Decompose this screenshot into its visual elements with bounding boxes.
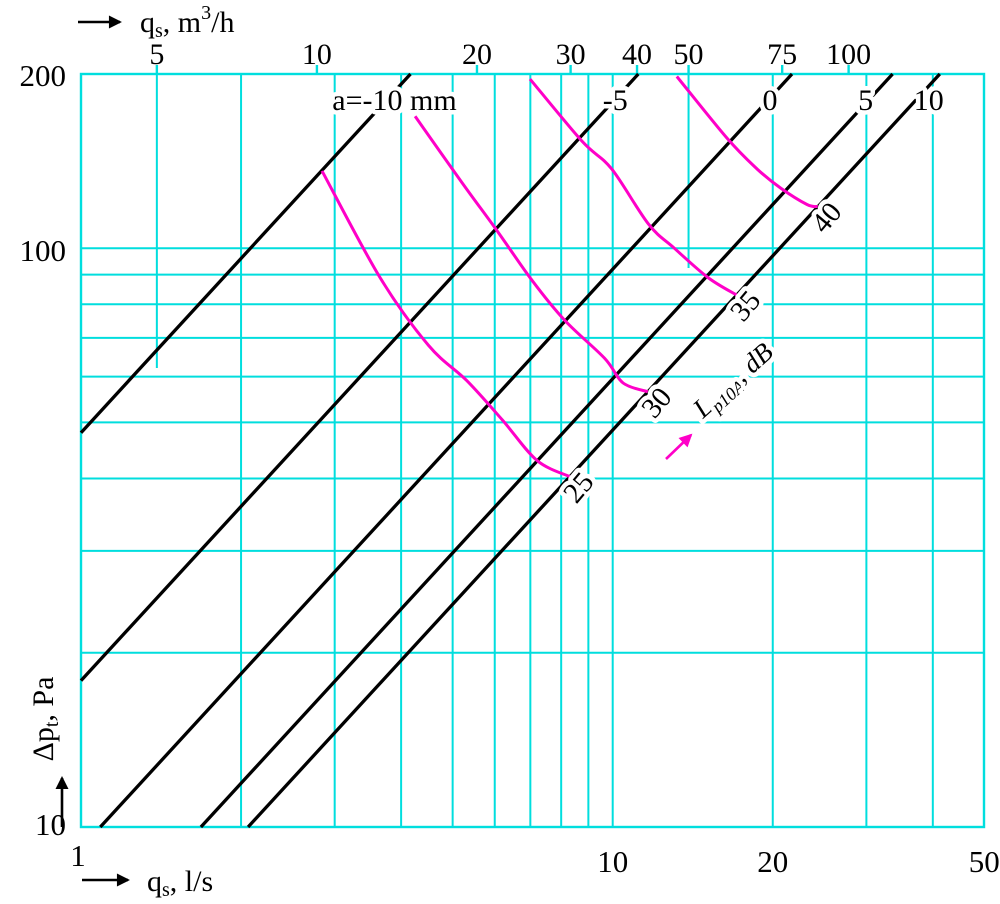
top-tick-label-20: 20	[462, 38, 492, 71]
bottom-tick-label-20: 20	[757, 844, 788, 879]
damper-line-a-10mm	[79, 72, 412, 434]
noise-level-arrow-icon	[665, 433, 693, 460]
damper-line-10	[246, 72, 942, 829]
bottom-axis-title: qs, l/s	[147, 865, 213, 901]
top-tick-label-30: 30	[556, 38, 586, 71]
noise-curves	[320, 75, 819, 478]
damper-line-5	[199, 72, 894, 829]
noise-curve-40	[675, 75, 819, 209]
top-tick-label-100: 100	[826, 38, 871, 71]
plot-frame	[79, 72, 986, 829]
top-tick-label-75: 75	[767, 38, 797, 71]
damper-line-label-0: 0	[763, 84, 778, 117]
damper-lines	[79, 72, 942, 829]
bottom-tick-label-50: 50	[969, 844, 1000, 879]
damper-line-label-10: 10	[914, 84, 944, 117]
noise-curve-30	[413, 115, 649, 394]
top-tick-label-50: 50	[674, 38, 704, 71]
damper-line--5	[79, 72, 640, 682]
noise-curve-35	[528, 78, 738, 297]
damper-line-label-a-10mm: a=-10 mm	[332, 84, 456, 117]
top-axis-title: qs, m3/h	[140, 2, 234, 42]
damper-line-label--5: -5	[603, 84, 628, 117]
left-tick-label-200: 200	[20, 58, 67, 93]
left-axis-title: Δpt, Pa	[27, 677, 63, 762]
top-tick-label-40: 40	[622, 38, 652, 71]
top-tick-label-10: 10	[302, 38, 332, 71]
damper-line-label-5: 5	[858, 84, 873, 117]
grid	[81, 74, 984, 827]
bottom-tick-label-10: 10	[597, 844, 628, 879]
bottom-tick-label-1: 1	[70, 838, 86, 873]
top-tick-label-5: 5	[149, 38, 164, 71]
top-axis: 5 10 20 30 40 50 75 100	[149, 38, 871, 74]
damper-line-0	[99, 72, 794, 829]
noise-curve-25	[320, 170, 571, 478]
left-tick-label-100: 100	[20, 233, 67, 268]
